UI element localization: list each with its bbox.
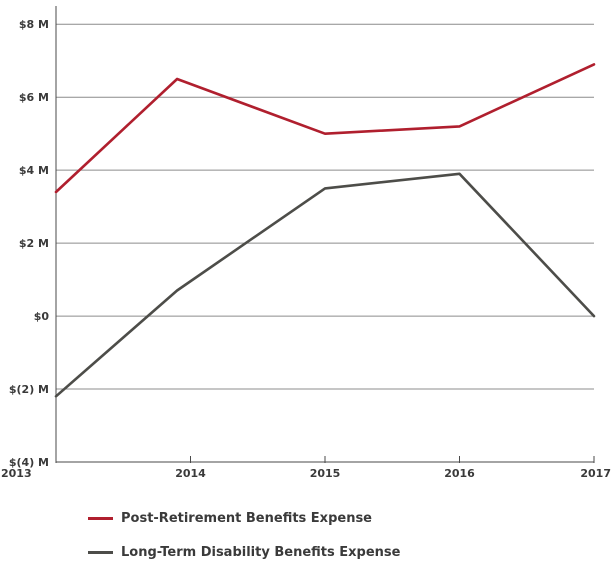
y-tick-label: $8 M xyxy=(19,18,49,31)
x-tick-label: 2013 xyxy=(1,467,32,480)
legend-swatch-long-term-disability xyxy=(88,550,113,554)
legend-swatch-post-retirement xyxy=(88,516,113,520)
legend-item-post-retirement: Post-Retirement Benefits Expense xyxy=(88,510,400,526)
y-tick-label: $0 xyxy=(34,310,50,323)
x-tick-label: 2016 xyxy=(444,467,475,480)
series-line-0 xyxy=(54,63,596,194)
x-tick-label: 2014 xyxy=(175,467,206,480)
legend: Post-Retirement Benefits Expense Long-Te… xyxy=(88,510,400,578)
x-tick-label: 2017 xyxy=(580,467,611,480)
y-tick-label: $6 M xyxy=(19,91,49,104)
x-tick-label: 2015 xyxy=(310,467,341,480)
gridlines xyxy=(56,23,594,463)
line-chart: $8 M$6 M$4 M$2 M$0$(2) M$(4) M 2013 2014 2… xyxy=(1,6,611,480)
x-tick-labels: 2013 2014 2015 2016 2017 xyxy=(1,456,611,480)
series-lines xyxy=(54,63,596,398)
legend-label: Long-Term Disability Benefits Expense xyxy=(121,544,401,560)
legend-item-long-term-disability: Long-Term Disability Benefits Expense xyxy=(88,544,400,560)
y-tick-label: $(2) M xyxy=(9,383,49,396)
y-tick-label: $(4) M xyxy=(9,456,49,469)
y-tick-labels: $8 M $6 M $4 M $2 M $0 $(2) M $(4) M xyxy=(9,18,49,469)
legend-label: Post-Retirement Benefits Expense xyxy=(121,510,372,526)
y-tick-label: $4 M xyxy=(19,164,49,177)
series-line-1 xyxy=(54,172,596,398)
y-tick-label: $2 M xyxy=(19,237,49,250)
